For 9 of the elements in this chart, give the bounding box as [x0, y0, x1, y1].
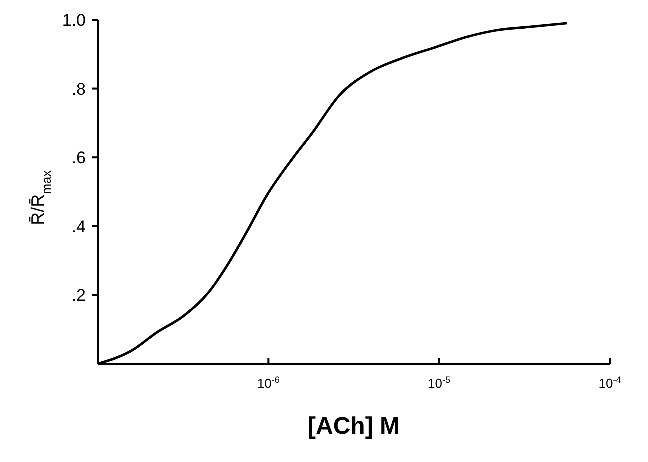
y-tick-label: .6 [72, 148, 86, 168]
y-tick-label: .2 [72, 286, 86, 306]
y-tick-label: 1.0 [62, 11, 86, 30]
x-axis-title: [ACh] M [308, 413, 400, 440]
x-tick-label: 10$^{-5}$ [428, 375, 451, 391]
y-tick-label: .4 [72, 217, 86, 236]
x-tick-label: 10$^{-4}$ [598, 375, 622, 391]
x-tick-label: 10$^{-6}$ [257, 375, 280, 391]
y-tick-label: .8 [72, 80, 86, 99]
